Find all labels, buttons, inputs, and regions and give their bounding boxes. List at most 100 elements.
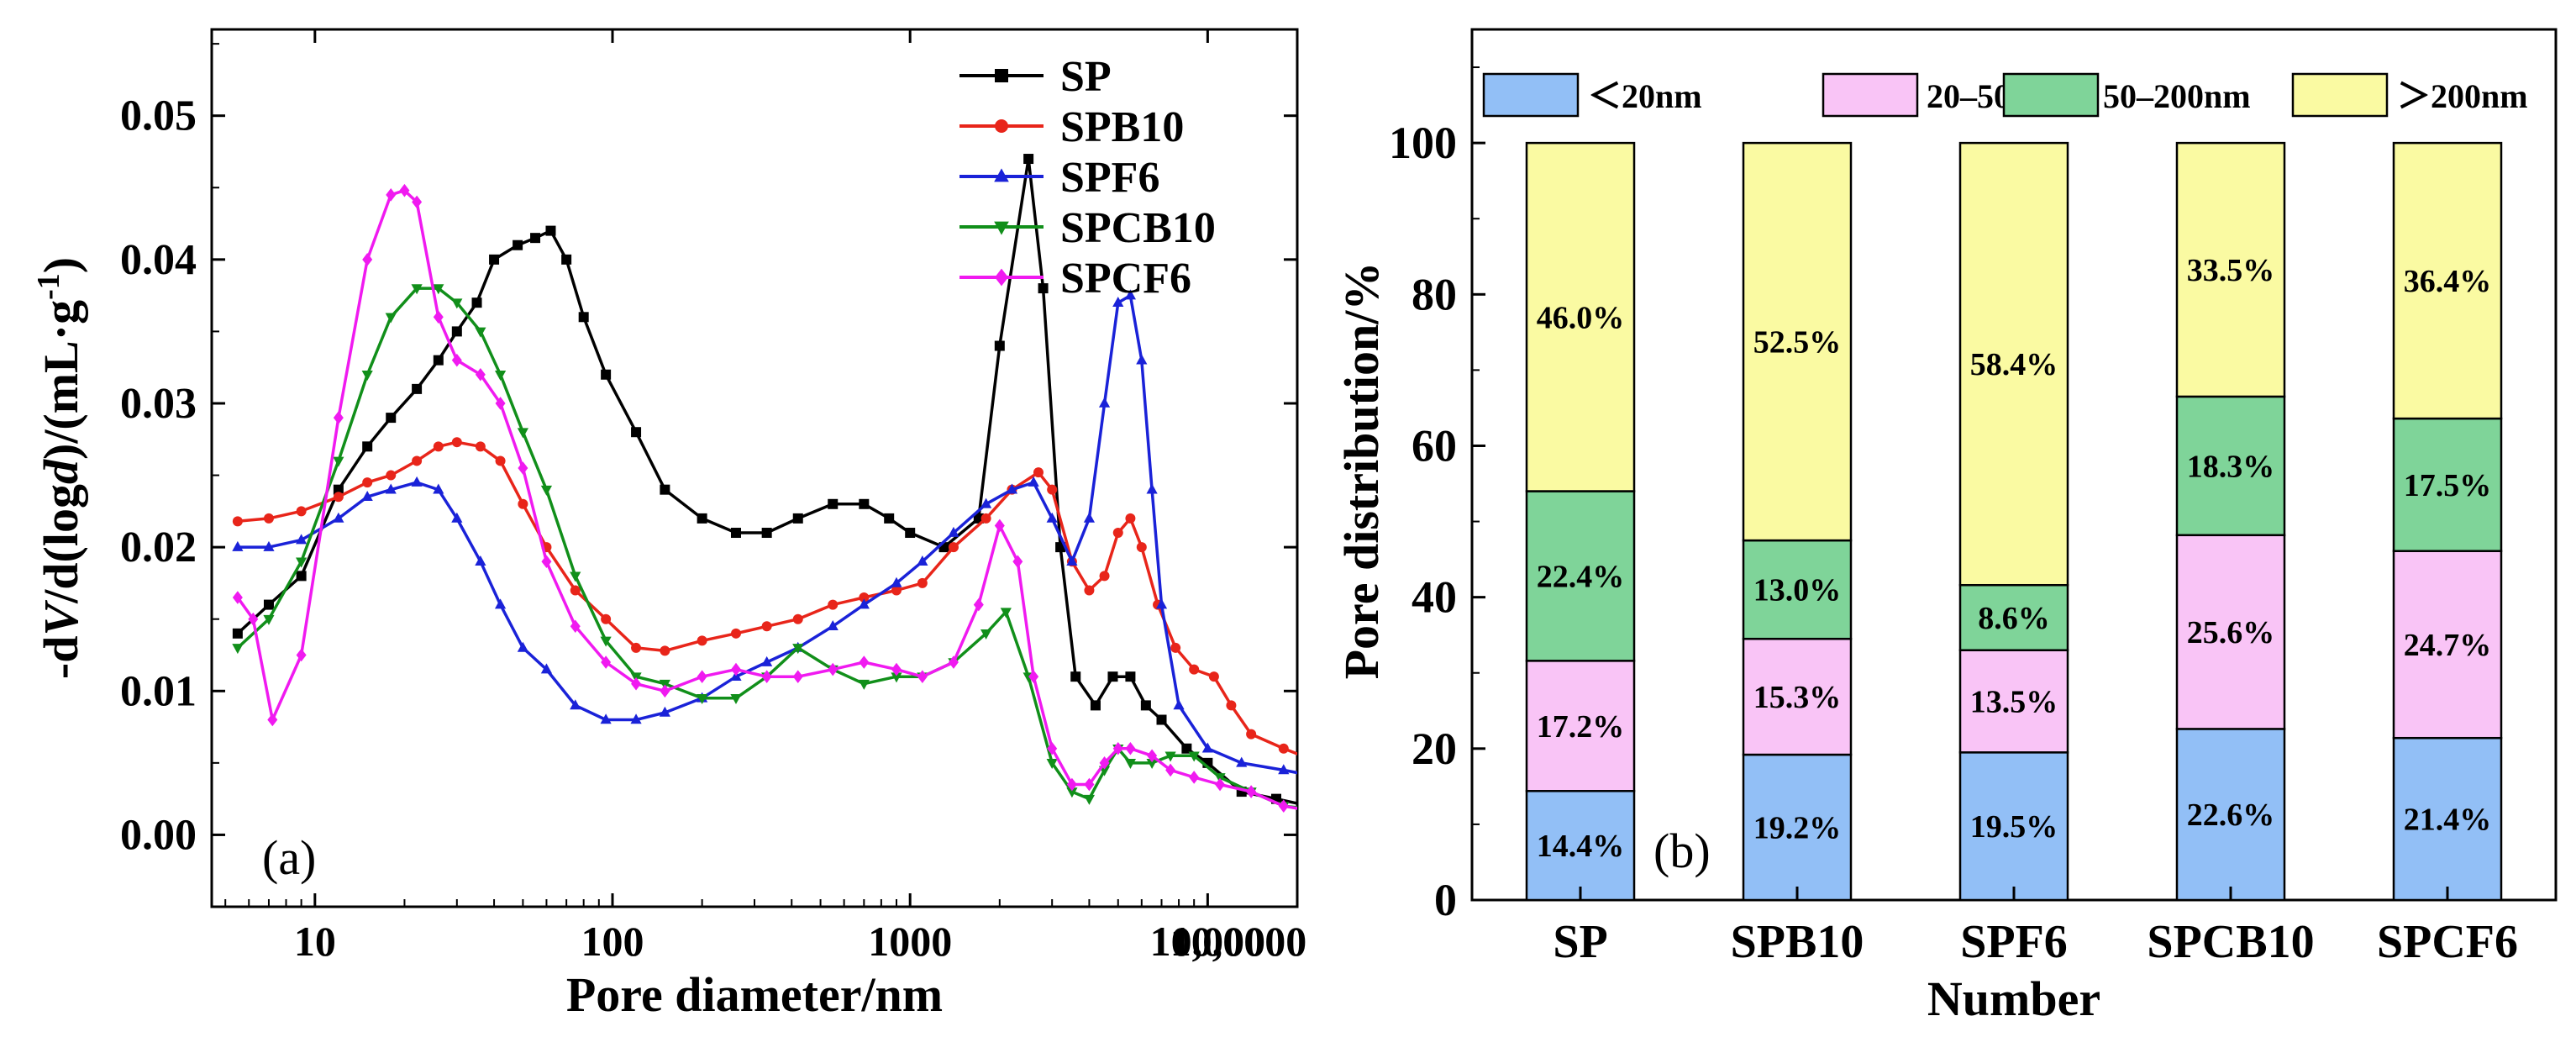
- segment-value-label: 17.5%: [2404, 468, 2492, 503]
- data-point-marker: [1023, 154, 1034, 165]
- category-label: SPF6: [1960, 916, 2068, 968]
- data-point-marker: [1181, 743, 1192, 754]
- data-point-marker: [1066, 777, 1077, 792]
- data-point-marker: [697, 513, 707, 524]
- data-point-marker: [1066, 555, 1078, 566]
- data-point-marker: [1124, 289, 1137, 300]
- bar-segment: [1742, 141, 1853, 542]
- data-point-marker: [494, 598, 507, 609]
- data-point-marker: [570, 571, 581, 582]
- data-point-marker: [471, 297, 482, 308]
- data-point-marker: [433, 284, 444, 295]
- data-point-marker: [1125, 741, 1136, 755]
- segment-value-label: 52.5%: [1753, 325, 1842, 361]
- data-point-marker: [1423, 780, 1433, 790]
- data-point-marker: [827, 620, 839, 631]
- data-point-marker: [412, 455, 423, 466]
- data-point-marker: [1454, 786, 1464, 796]
- data-point-marker: [1155, 598, 1168, 609]
- data-point-marker: [296, 571, 307, 582]
- data-point-marker: [631, 427, 642, 438]
- category-label: SPCF6: [2377, 916, 2518, 968]
- data-point-marker: [994, 340, 1005, 351]
- data-point-marker: [730, 528, 741, 539]
- data-point-marker: [263, 513, 274, 524]
- stacked-bar-panel: 0 20 40 60 80 100 14.4% 17.2% 22.4% 46.0% 19.2% 15…: [1334, 28, 2558, 1026]
- data-point-marker: [362, 477, 373, 488]
- data-point-marker: [1098, 397, 1111, 408]
- data-point-marker: [828, 662, 839, 676]
- data-point-marker: [296, 648, 307, 662]
- data-point-marker: [1411, 799, 1421, 813]
- y-tick-label-b: 80: [1412, 269, 1457, 319]
- data-point-marker: [1012, 555, 1023, 569]
- data-point-marker: [995, 268, 1008, 287]
- data-point-marker: [1099, 571, 1110, 582]
- data-point-marker: [517, 428, 528, 439]
- bar-segment: [1525, 141, 1636, 492]
- data-point-marker: [385, 313, 397, 324]
- data-point-marker: [570, 699, 581, 710]
- segment-value-label: 24.7%: [2404, 628, 2492, 663]
- data-point-marker: [1246, 785, 1257, 798]
- segment-value-label: 14.4%: [1537, 829, 1625, 864]
- data-point-marker: [513, 240, 523, 250]
- ylabel-part: -d: [34, 636, 88, 680]
- data-point-marker: [1189, 771, 1200, 784]
- data-point-marker: [1316, 758, 1326, 768]
- segment-value-label: 8.6%: [1978, 601, 2050, 636]
- data-point-marker: [1046, 759, 1058, 770]
- data-point-marker: [1188, 751, 1200, 762]
- data-point-marker: [600, 713, 612, 724]
- data-point-marker: [433, 483, 444, 494]
- segment-value-label: 22.6%: [2187, 797, 2275, 833]
- y-axis-title-a: -dV/d(logd)/(mL·g-1): [31, 257, 88, 679]
- data-point-marker: [451, 512, 463, 523]
- data-point-marker: [451, 353, 462, 367]
- data-point-marker: [1454, 787, 1464, 797]
- data-point-marker: [1215, 777, 1226, 792]
- series-spf6: [232, 289, 1464, 796]
- segment-value-label: 25.6%: [2187, 615, 2275, 650]
- data-point-marker: [1125, 671, 1136, 682]
- data-point-marker: [660, 684, 670, 698]
- data-point-marker: [600, 636, 612, 647]
- data-point-marker: [1278, 764, 1290, 775]
- data-point-marker: [1090, 700, 1101, 711]
- data-point-marker: [232, 516, 243, 527]
- data-point-marker: [1164, 751, 1176, 762]
- data-point-marker: [994, 221, 1009, 235]
- data-point-marker: [399, 183, 410, 197]
- data-point-marker: [828, 599, 839, 610]
- data-point-marker: [995, 119, 1008, 133]
- y-tick-label-a: 0.00: [120, 811, 197, 859]
- data-point-marker: [1038, 283, 1049, 294]
- ylabel-part: )/(mL·g: [34, 300, 88, 460]
- data-point-marker: [1136, 542, 1147, 553]
- data-point-marker: [859, 498, 870, 509]
- segment-value-label: 19.2%: [1753, 811, 1842, 846]
- panel-label-a: (a): [262, 830, 316, 885]
- legend-label: SPCF6: [1060, 255, 1191, 303]
- series-sp: [232, 154, 1464, 811]
- data-point-marker: [1084, 777, 1095, 792]
- data-point-marker: [659, 706, 670, 717]
- data-point-marker: [362, 441, 373, 452]
- bar-spb10: 19.2% 15.3% 13.0% 52.5%: [1742, 141, 1853, 902]
- data-point-marker: [1305, 801, 1315, 811]
- data-point-marker: [660, 484, 670, 495]
- data-point-marker: [994, 168, 1009, 182]
- bar-segment: [2392, 550, 2503, 740]
- category-label: SPB10: [1731, 916, 1864, 968]
- data-point-marker: [263, 599, 274, 610]
- data-point-marker: [1112, 741, 1123, 755]
- data-point-marker: [631, 676, 642, 691]
- y-axis-a: 0.00 0.01 0.02 0.03 0.04 0.05: [120, 43, 1297, 859]
- data-point-marker: [333, 411, 344, 424]
- data-point-marker: [232, 591, 243, 604]
- bar-segment: [1958, 141, 2069, 587]
- data-point-marker: [917, 670, 928, 683]
- data-point-marker: [541, 555, 552, 569]
- data-point-marker: [530, 233, 541, 244]
